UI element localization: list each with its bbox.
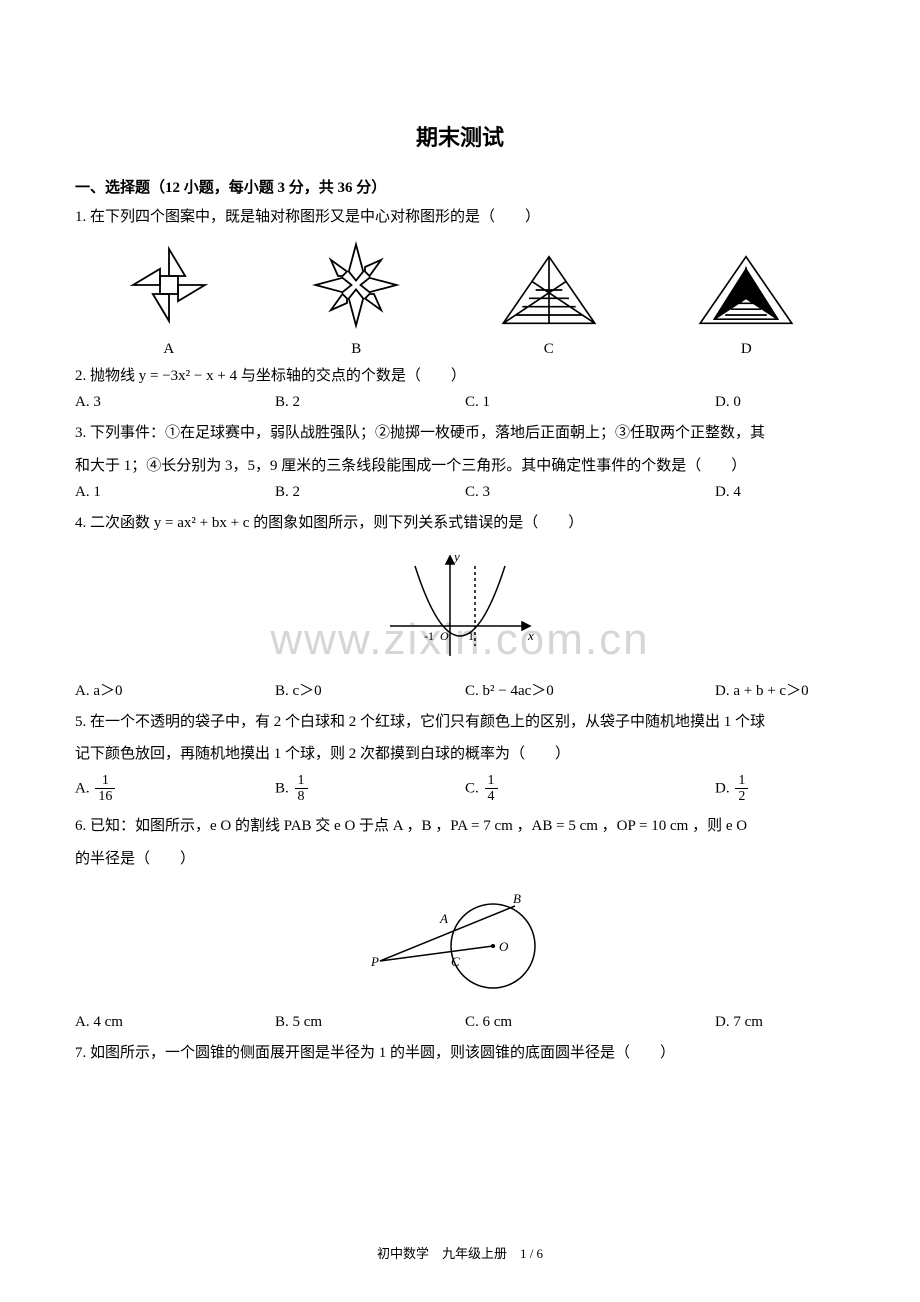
q1-figure-b-icon (311, 240, 401, 330)
q4-opt-d: D. a + b + c＞0 (715, 679, 809, 700)
svg-text:C: C (451, 954, 460, 969)
question-5-options: A. 116 B. 18 C. 14 D. 12 (75, 773, 845, 805)
q1-figure-a-icon (124, 240, 214, 330)
question-3-options: A. 1 B. 2 C. 3 D. 4 (75, 484, 845, 501)
svg-text:1: 1 (468, 629, 474, 643)
svg-text:y: y (452, 549, 460, 564)
question-6-line1: 6. 已知：如图所示，e O 的割线 PAB 交 e O 于点 A ，B ，PA… (75, 812, 845, 841)
q3-opt-d: D. 4 (715, 484, 741, 501)
q2-opt-d: D. 0 (715, 394, 741, 411)
question-3-line2: 和大于 1；④长分别为 3，5，9 厘米的三条线段能围成一个三角形。其中确定性事… (75, 452, 845, 481)
q4-parabola-figure-icon: y x -1 O 1 (380, 546, 540, 666)
question-5-line1: 5. 在一个不透明的袋子中，有 2 个白球和 2 个红球，它们只有颜色上的区别，… (75, 708, 845, 737)
q5-opt-c: C. 14 (465, 773, 715, 805)
question-1-figures: A B (75, 240, 845, 358)
q3-opt-c: C. 3 (465, 484, 715, 501)
q4-opt-a: A. a＞0 (75, 679, 275, 700)
svg-text:x: x (527, 628, 534, 643)
q4-opt-c: C. b² − 4ac＞0 (465, 679, 715, 700)
question-6-line2: 的半径是（ ） (75, 845, 845, 874)
question-2: 2. 抛物线 y = −3x² − x + 4 与坐标轴的交点的个数是（ ） (75, 362, 845, 391)
page-title: 期末测试 (75, 120, 845, 152)
q1-caption-a: A (124, 341, 214, 358)
q5-opt-a: A. 116 (75, 773, 275, 805)
q1-caption-b: B (311, 341, 401, 358)
section-1-heading: 一、选择题（12 小题，每小题 3 分，共 36 分） (75, 176, 845, 197)
svg-text:O: O (440, 629, 449, 643)
svg-text:A: A (439, 911, 448, 926)
q6-opt-c: C. 6 cm (465, 1014, 715, 1031)
q2-opt-c: C. 1 (465, 394, 715, 411)
q1-caption-c: C (499, 341, 599, 358)
q6-opt-a: A. 4 cm (75, 1014, 275, 1031)
q6-circle-figure-icon: P A B O C (365, 881, 555, 1001)
svg-text:B: B (513, 891, 521, 906)
svg-text:P: P (370, 954, 379, 969)
q1-caption-d: D (696, 341, 796, 358)
page-footer: 初中数学 九年级上册 1 / 6 (0, 1243, 920, 1262)
q3-opt-a: A. 1 (75, 484, 275, 501)
q1-figure-c-icon (499, 250, 599, 330)
q3-opt-b: B. 2 (275, 484, 465, 501)
q6-opt-d: D. 7 cm (715, 1014, 763, 1031)
svg-text:-1: -1 (424, 629, 434, 643)
question-1: 1. 在下列四个图案中，既是轴对称图形又是中心对称图形的是（ ） (75, 203, 845, 232)
q5-opt-d: D. 12 (715, 773, 750, 805)
question-7: 7. 如图所示，一个圆锥的侧面展开图是半径为 1 的半圆，则该圆锥的底面圆半径是… (75, 1039, 845, 1068)
q6-opt-b: B. 5 cm (275, 1014, 465, 1031)
question-6-options: A. 4 cm B. 5 cm C. 6 cm D. 7 cm (75, 1014, 845, 1031)
q2-opt-b: B. 2 (275, 394, 465, 411)
question-2-options: A. 3 B. 2 C. 1 D. 0 (75, 394, 845, 411)
question-3-line1: 3. 下列事件：①在足球赛中，弱队战胜强队；②抛掷一枚硬币，落地后正面朝上；③任… (75, 419, 845, 448)
q2-opt-a: A. 3 (75, 394, 275, 411)
q4-opt-b: B. c＞0 (275, 679, 465, 700)
svg-text:O: O (499, 939, 509, 954)
question-5-line2: 记下颜色放回，再随机地摸出 1 个球，则 2 次都摸到白球的概率为（ ） (75, 740, 845, 769)
q1-figure-d-icon (696, 250, 796, 330)
question-4: 4. 二次函数 y = ax² + bx + c 的图象如图所示，则下列关系式错… (75, 509, 845, 538)
q5-opt-b: B. 18 (275, 773, 465, 805)
question-4-options: A. a＞0 B. c＞0 C. b² − 4ac＞0 D. a + b + c… (75, 679, 845, 700)
